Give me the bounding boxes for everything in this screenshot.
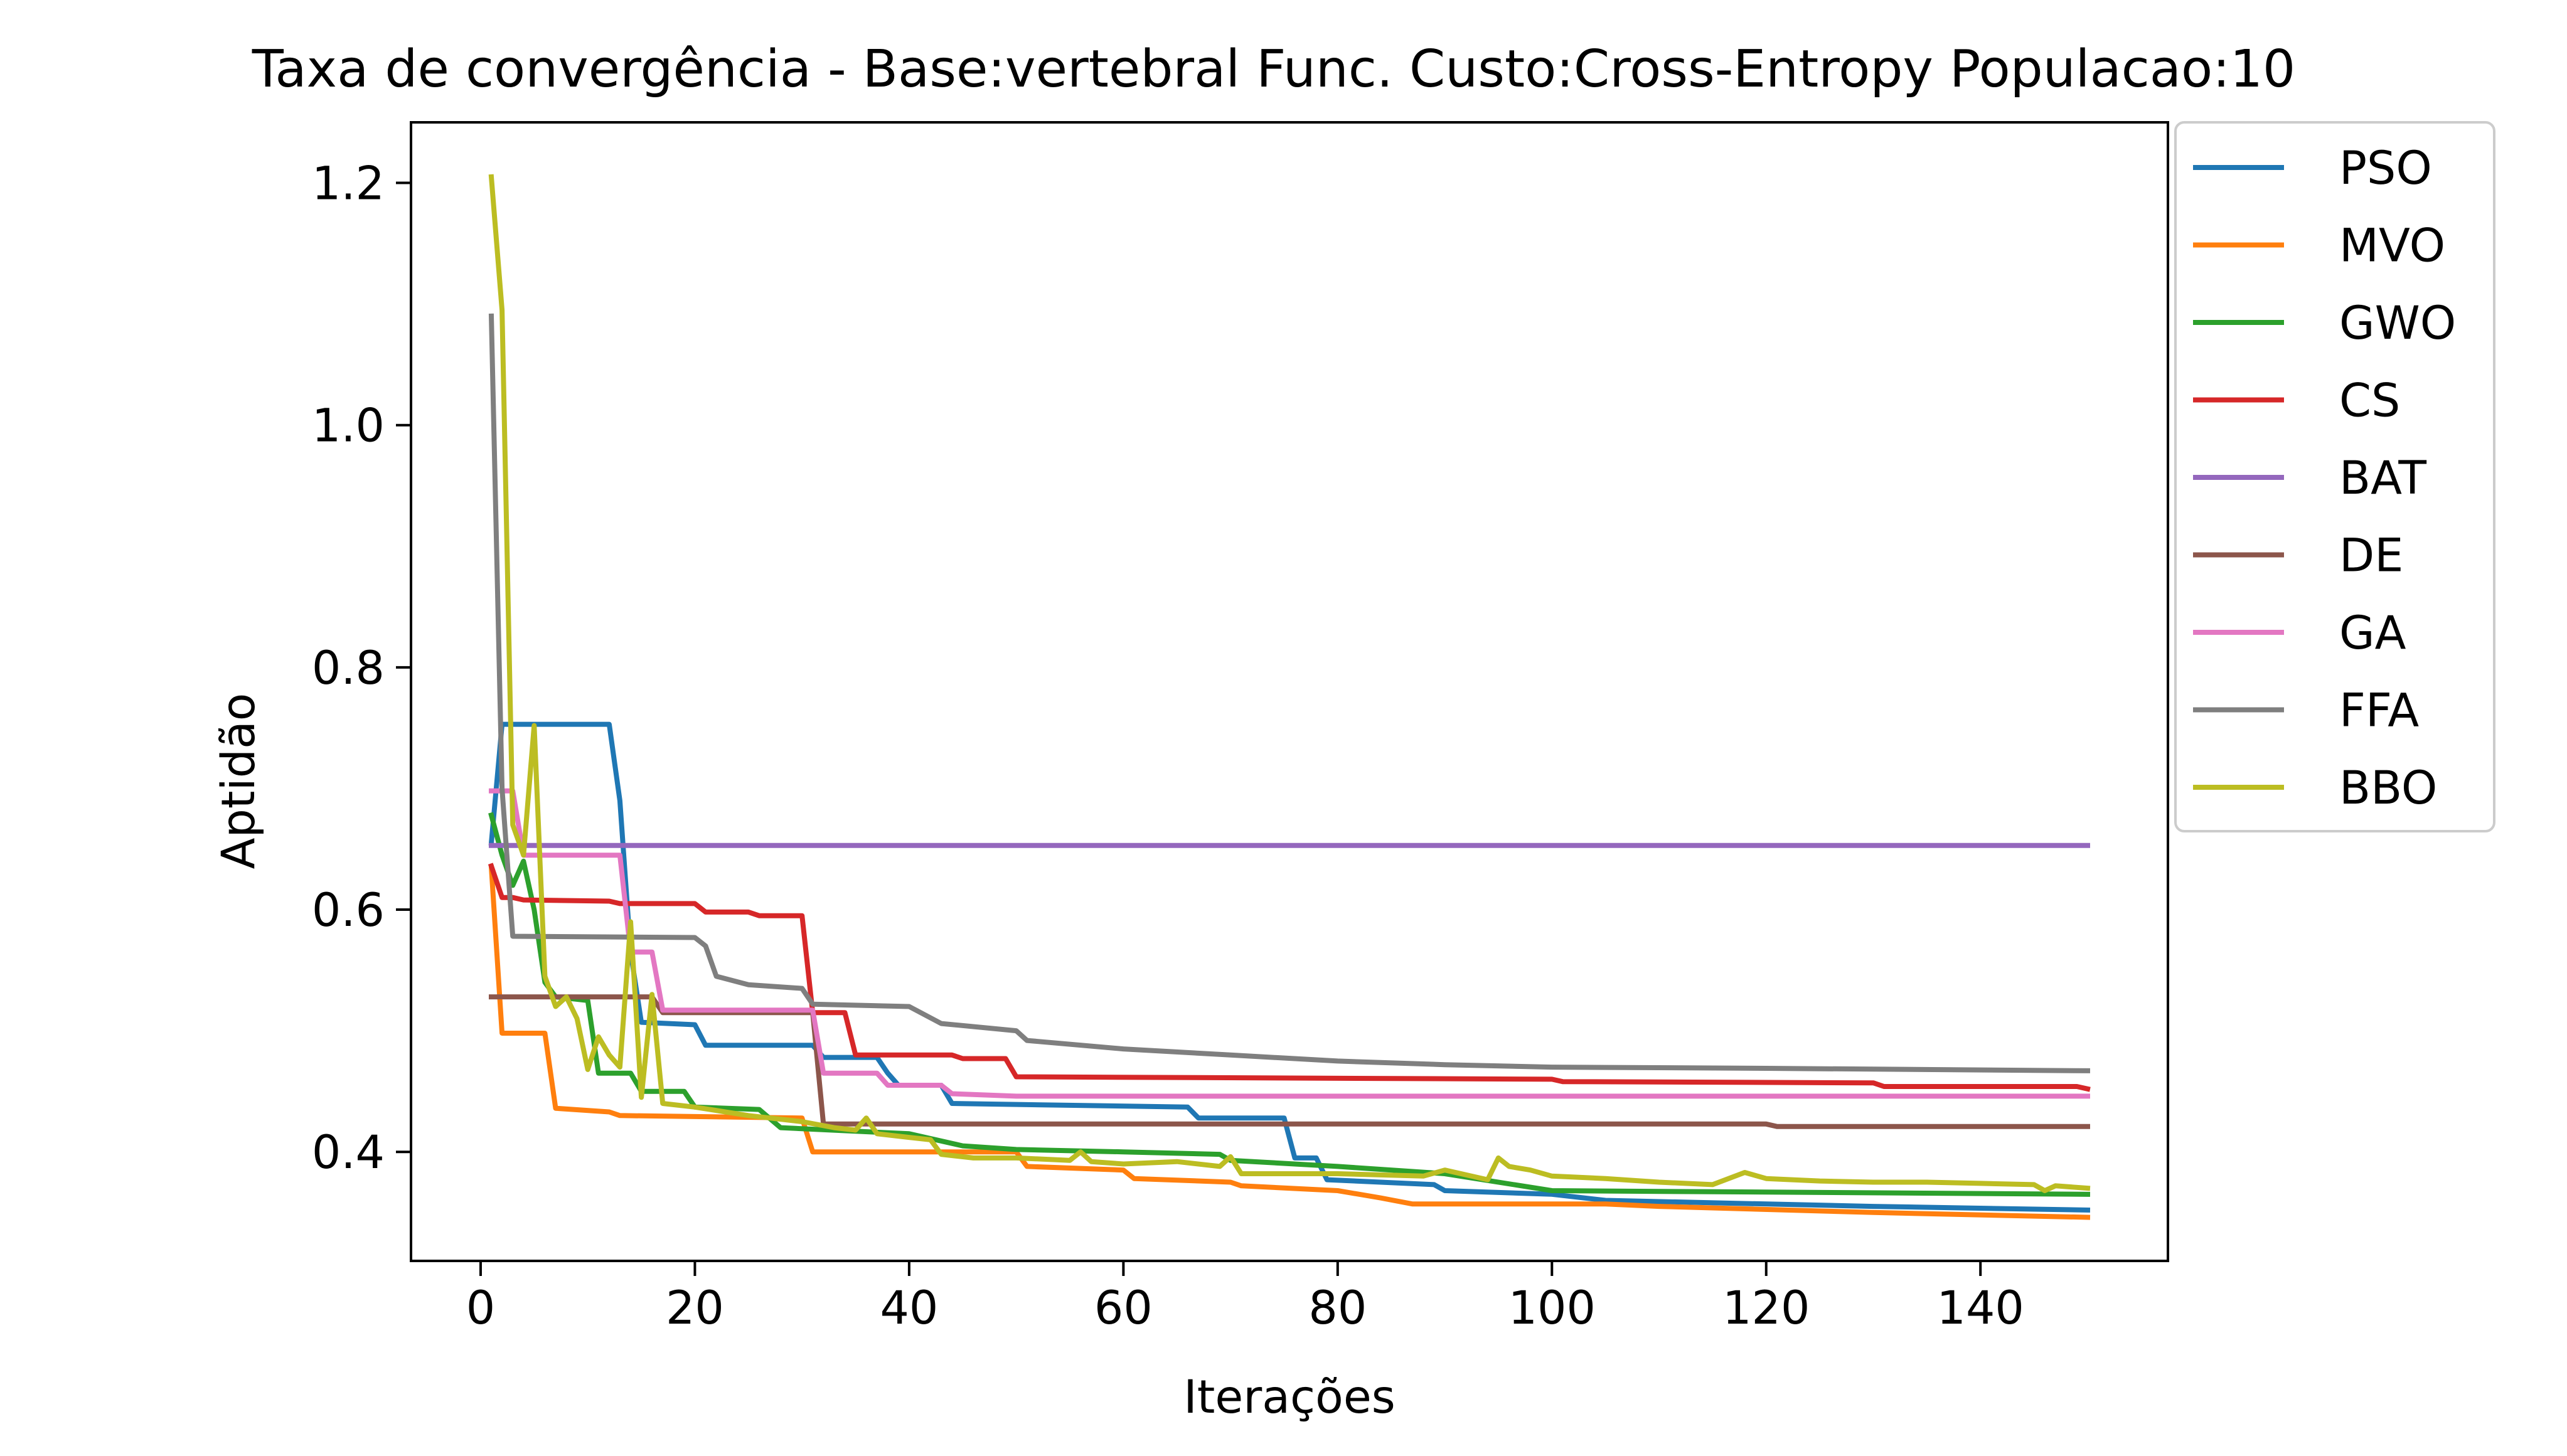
series-line-bbo: [488, 174, 2091, 1193]
series-line-cs: [488, 863, 2091, 1092]
legend-label-de: DE: [2339, 529, 2403, 583]
y-tick-label: 1.0: [312, 400, 385, 453]
legend-label-gwo: GWO: [2339, 297, 2456, 350]
x-axis-ticks: 0 20 40 60 80 100 120 140: [466, 1261, 2024, 1335]
legend: PSO MVO GWO CS BAT DE GA FFA BBO: [2174, 121, 2495, 832]
x-tick-label: 100: [1508, 1282, 1596, 1335]
series-lines: [488, 174, 2091, 1220]
legend-label-cs: CS: [2339, 375, 2400, 428]
y-tick-label: 0.6: [312, 884, 385, 937]
x-tick-label: 80: [1308, 1282, 1367, 1335]
series-line-ffa: [488, 313, 2091, 1073]
legend-label-bbo: BBO: [2339, 762, 2437, 815]
legend-label-pso: PSO: [2339, 142, 2432, 195]
legend-label-bat: BAT: [2339, 452, 2426, 505]
x-axis-label: Iterações: [1183, 1371, 1396, 1424]
x-tick-label: 60: [1094, 1282, 1153, 1335]
series-line-mvo: [488, 864, 2091, 1220]
series-line-ga: [489, 788, 2090, 1099]
x-tick-label: 140: [1937, 1282, 2024, 1335]
legend-label-ga: GA: [2339, 607, 2406, 660]
x-tick-label: 0: [466, 1282, 495, 1335]
legend-label-ffa: FFA: [2339, 684, 2419, 738]
legend-label-mvo: MVO: [2339, 220, 2445, 273]
y-axis-label: Aptidão: [212, 693, 265, 869]
y-tick-label: 0.4: [312, 1126, 385, 1179]
x-tick-label: 20: [666, 1282, 724, 1335]
y-tick-label: 1.2: [312, 157, 385, 211]
legend-box: [2174, 121, 2495, 832]
plot-area-frame: [410, 121, 2169, 1262]
x-tick-label: 40: [880, 1282, 938, 1335]
y-axis-ticks: 0.4 0.6 0.8 1.0 1.2: [312, 157, 411, 1179]
x-tick-label: 120: [1722, 1282, 1810, 1335]
chart-title: Taxa de convergência - Base:vertebral Fu…: [252, 40, 2295, 99]
y-tick-label: 0.8: [312, 642, 385, 695]
